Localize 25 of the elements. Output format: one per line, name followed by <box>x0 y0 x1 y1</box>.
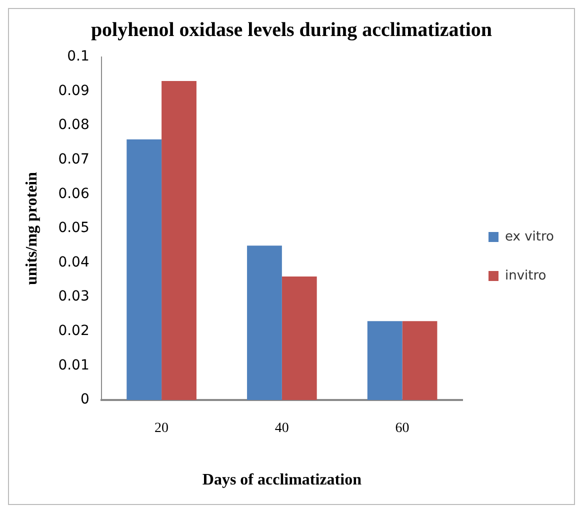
bar <box>282 276 317 400</box>
y-tick-label: 0.05 <box>58 220 90 236</box>
bar <box>126 139 162 400</box>
y-tick-label: 0.1 <box>67 48 90 65</box>
x-axis-title: Days of acclimatization <box>202 472 362 489</box>
y-tick-label: 0.08 <box>58 117 90 134</box>
y-tick-label: 0.04 <box>58 254 90 270</box>
y-tick-label: 0 <box>80 392 90 408</box>
bar <box>162 81 196 400</box>
y-tick-label: 0.06 <box>58 186 90 202</box>
y-tick-label: 0.01 <box>58 357 90 374</box>
x-tick-label: 40 <box>274 421 289 436</box>
x-tick-label: 20 <box>154 421 169 436</box>
bar <box>367 321 402 400</box>
y-tick-label: 0.03 <box>58 288 90 305</box>
bar <box>247 246 282 400</box>
legend-label: ex vitro <box>504 229 554 244</box>
chart-title: polyhenol oxidase levels during acclimatization <box>90 19 492 42</box>
y-tick-label: 0.02 <box>58 323 90 340</box>
legend-label: invitro <box>504 268 546 284</box>
y-axis-title: units/mg protein <box>24 172 41 286</box>
y-tick-label: 0.09 <box>58 82 90 99</box>
y-tick-label: 0.07 <box>58 152 90 168</box>
x-tick-label: 60 <box>395 421 410 436</box>
bar <box>402 321 438 400</box>
